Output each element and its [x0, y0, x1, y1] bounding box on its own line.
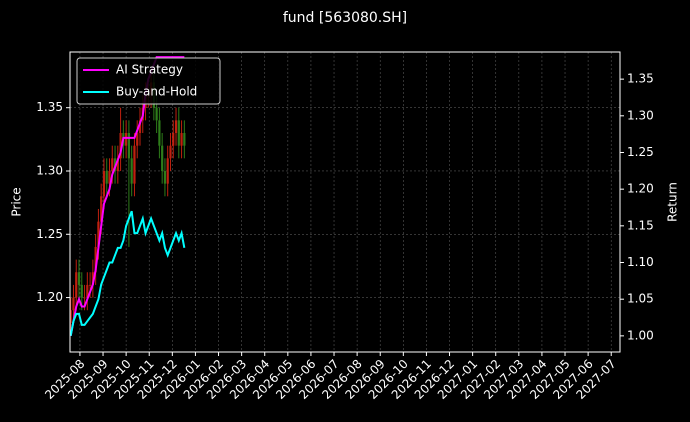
- candle-body: [94, 246, 97, 273]
- candle-body: [174, 120, 178, 134]
- candle-body: [166, 158, 169, 184]
- candle-body: [155, 107, 158, 121]
- candle-body: [116, 158, 119, 171]
- y2-tick-label: 1.05: [627, 292, 654, 306]
- candle-body: [88, 284, 92, 286]
- candle-body: [97, 221, 100, 247]
- y2-tick-label: 1.30: [627, 108, 654, 122]
- candle-body: [119, 133, 122, 159]
- candle-body: [125, 133, 128, 146]
- y2-tick-label: 1.10: [627, 255, 654, 269]
- y2-tick-label: 1.20: [627, 182, 654, 196]
- chart-title: fund [563080.SH]: [283, 10, 407, 26]
- y2-tick-label: 1.25: [627, 145, 654, 159]
- candle-body: [183, 133, 186, 146]
- legend-label: AI Strategy: [116, 63, 183, 77]
- candle-body: [136, 133, 139, 146]
- candle-body: [77, 272, 81, 285]
- line-series: [69, 56, 185, 337]
- candle-body: [180, 133, 183, 146]
- candle-body: [105, 170, 108, 184]
- candle-body: [69, 310, 72, 323]
- candle-body: [161, 145, 164, 171]
- candle-body: [111, 158, 114, 171]
- y2-axis-label: Return: [666, 182, 680, 222]
- legend-label: Buy-and-Hold: [116, 85, 197, 99]
- candle-body: [138, 120, 142, 134]
- line-series: [69, 210, 186, 337]
- legend: AI Strategy Buy-and-Hold: [76, 57, 221, 105]
- candle-body: [172, 133, 175, 146]
- candle-body: [158, 120, 161, 146]
- y-axis-label: Price: [10, 187, 24, 216]
- candle-body: [91, 272, 94, 285]
- candle-body: [102, 170, 106, 197]
- candle-body: [72, 297, 75, 311]
- candle-body: [130, 158, 133, 184]
- candle-body: [163, 170, 167, 184]
- y2-tick-label: 1.00: [627, 328, 654, 342]
- candle-body: [100, 196, 103, 222]
- y2-tick-label: 1.35: [627, 72, 654, 86]
- candle-body: [169, 145, 172, 159]
- candle-body: [108, 170, 111, 184]
- y-tick-label: 1.25: [36, 227, 63, 241]
- y-tick-label: 1.30: [36, 163, 63, 177]
- y-tick-label: 1.35: [36, 100, 63, 114]
- candle-body: [75, 272, 78, 298]
- candle-body: [133, 145, 136, 184]
- candle-body: [127, 133, 131, 159]
- candle-body: [80, 284, 83, 298]
- y2-tick-label: 1.15: [627, 218, 654, 232]
- y-tick-label: 1.20: [36, 290, 63, 304]
- candle-body: [83, 297, 86, 299]
- plot-frame: [69, 51, 621, 353]
- candle-body: [86, 284, 89, 298]
- candle-body: [177, 120, 180, 146]
- legend-box: [76, 57, 221, 105]
